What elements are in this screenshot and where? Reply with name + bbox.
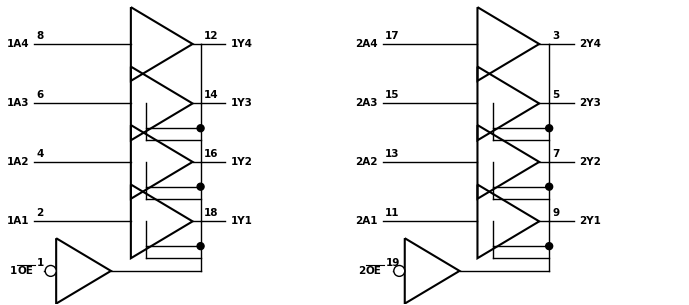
Text: OE: OE [17,266,33,276]
Text: 3: 3 [552,31,559,41]
Text: 2Y3: 2Y3 [579,99,601,109]
Text: 12: 12 [203,31,218,41]
Circle shape [45,265,56,276]
Text: 18: 18 [203,208,218,218]
Text: 1A4: 1A4 [6,39,29,49]
Text: 2A1: 2A1 [355,216,378,226]
Text: 5: 5 [552,91,559,100]
Text: 1Y3: 1Y3 [230,99,252,109]
Text: 2: 2 [37,208,43,218]
Text: 8: 8 [37,31,43,41]
Text: 6: 6 [37,91,43,100]
Circle shape [546,243,553,249]
Text: 2A4: 2A4 [355,39,378,49]
Text: 1A1: 1A1 [6,216,29,226]
Text: OE: OE [366,266,382,276]
Circle shape [197,243,204,249]
Circle shape [546,183,553,190]
Text: 2Y2: 2Y2 [579,157,601,167]
Circle shape [197,183,204,190]
Text: 2A2: 2A2 [355,157,378,167]
Text: 2Y4: 2Y4 [579,39,601,49]
Text: 19: 19 [386,258,400,268]
Text: 1A3: 1A3 [6,99,29,109]
Text: 9: 9 [552,208,559,218]
Text: 14: 14 [203,91,218,100]
Text: 11: 11 [385,208,400,218]
Text: 16: 16 [203,149,218,159]
Circle shape [394,265,404,276]
Text: 2: 2 [358,266,365,276]
Circle shape [197,125,204,132]
Text: 1Y1: 1Y1 [230,216,252,226]
Text: 1Y4: 1Y4 [230,39,252,49]
Text: 13: 13 [385,149,400,159]
Text: 1: 1 [37,258,45,268]
Text: 1A2: 1A2 [6,157,29,167]
Text: 2A3: 2A3 [355,99,378,109]
Circle shape [546,125,553,132]
Text: 2Y1: 2Y1 [579,216,601,226]
Text: 4: 4 [37,149,43,159]
Text: 15: 15 [385,91,400,100]
Text: 17: 17 [385,31,400,41]
Text: 1Y2: 1Y2 [230,157,252,167]
Text: 7: 7 [552,149,559,159]
Text: 1: 1 [10,266,17,276]
